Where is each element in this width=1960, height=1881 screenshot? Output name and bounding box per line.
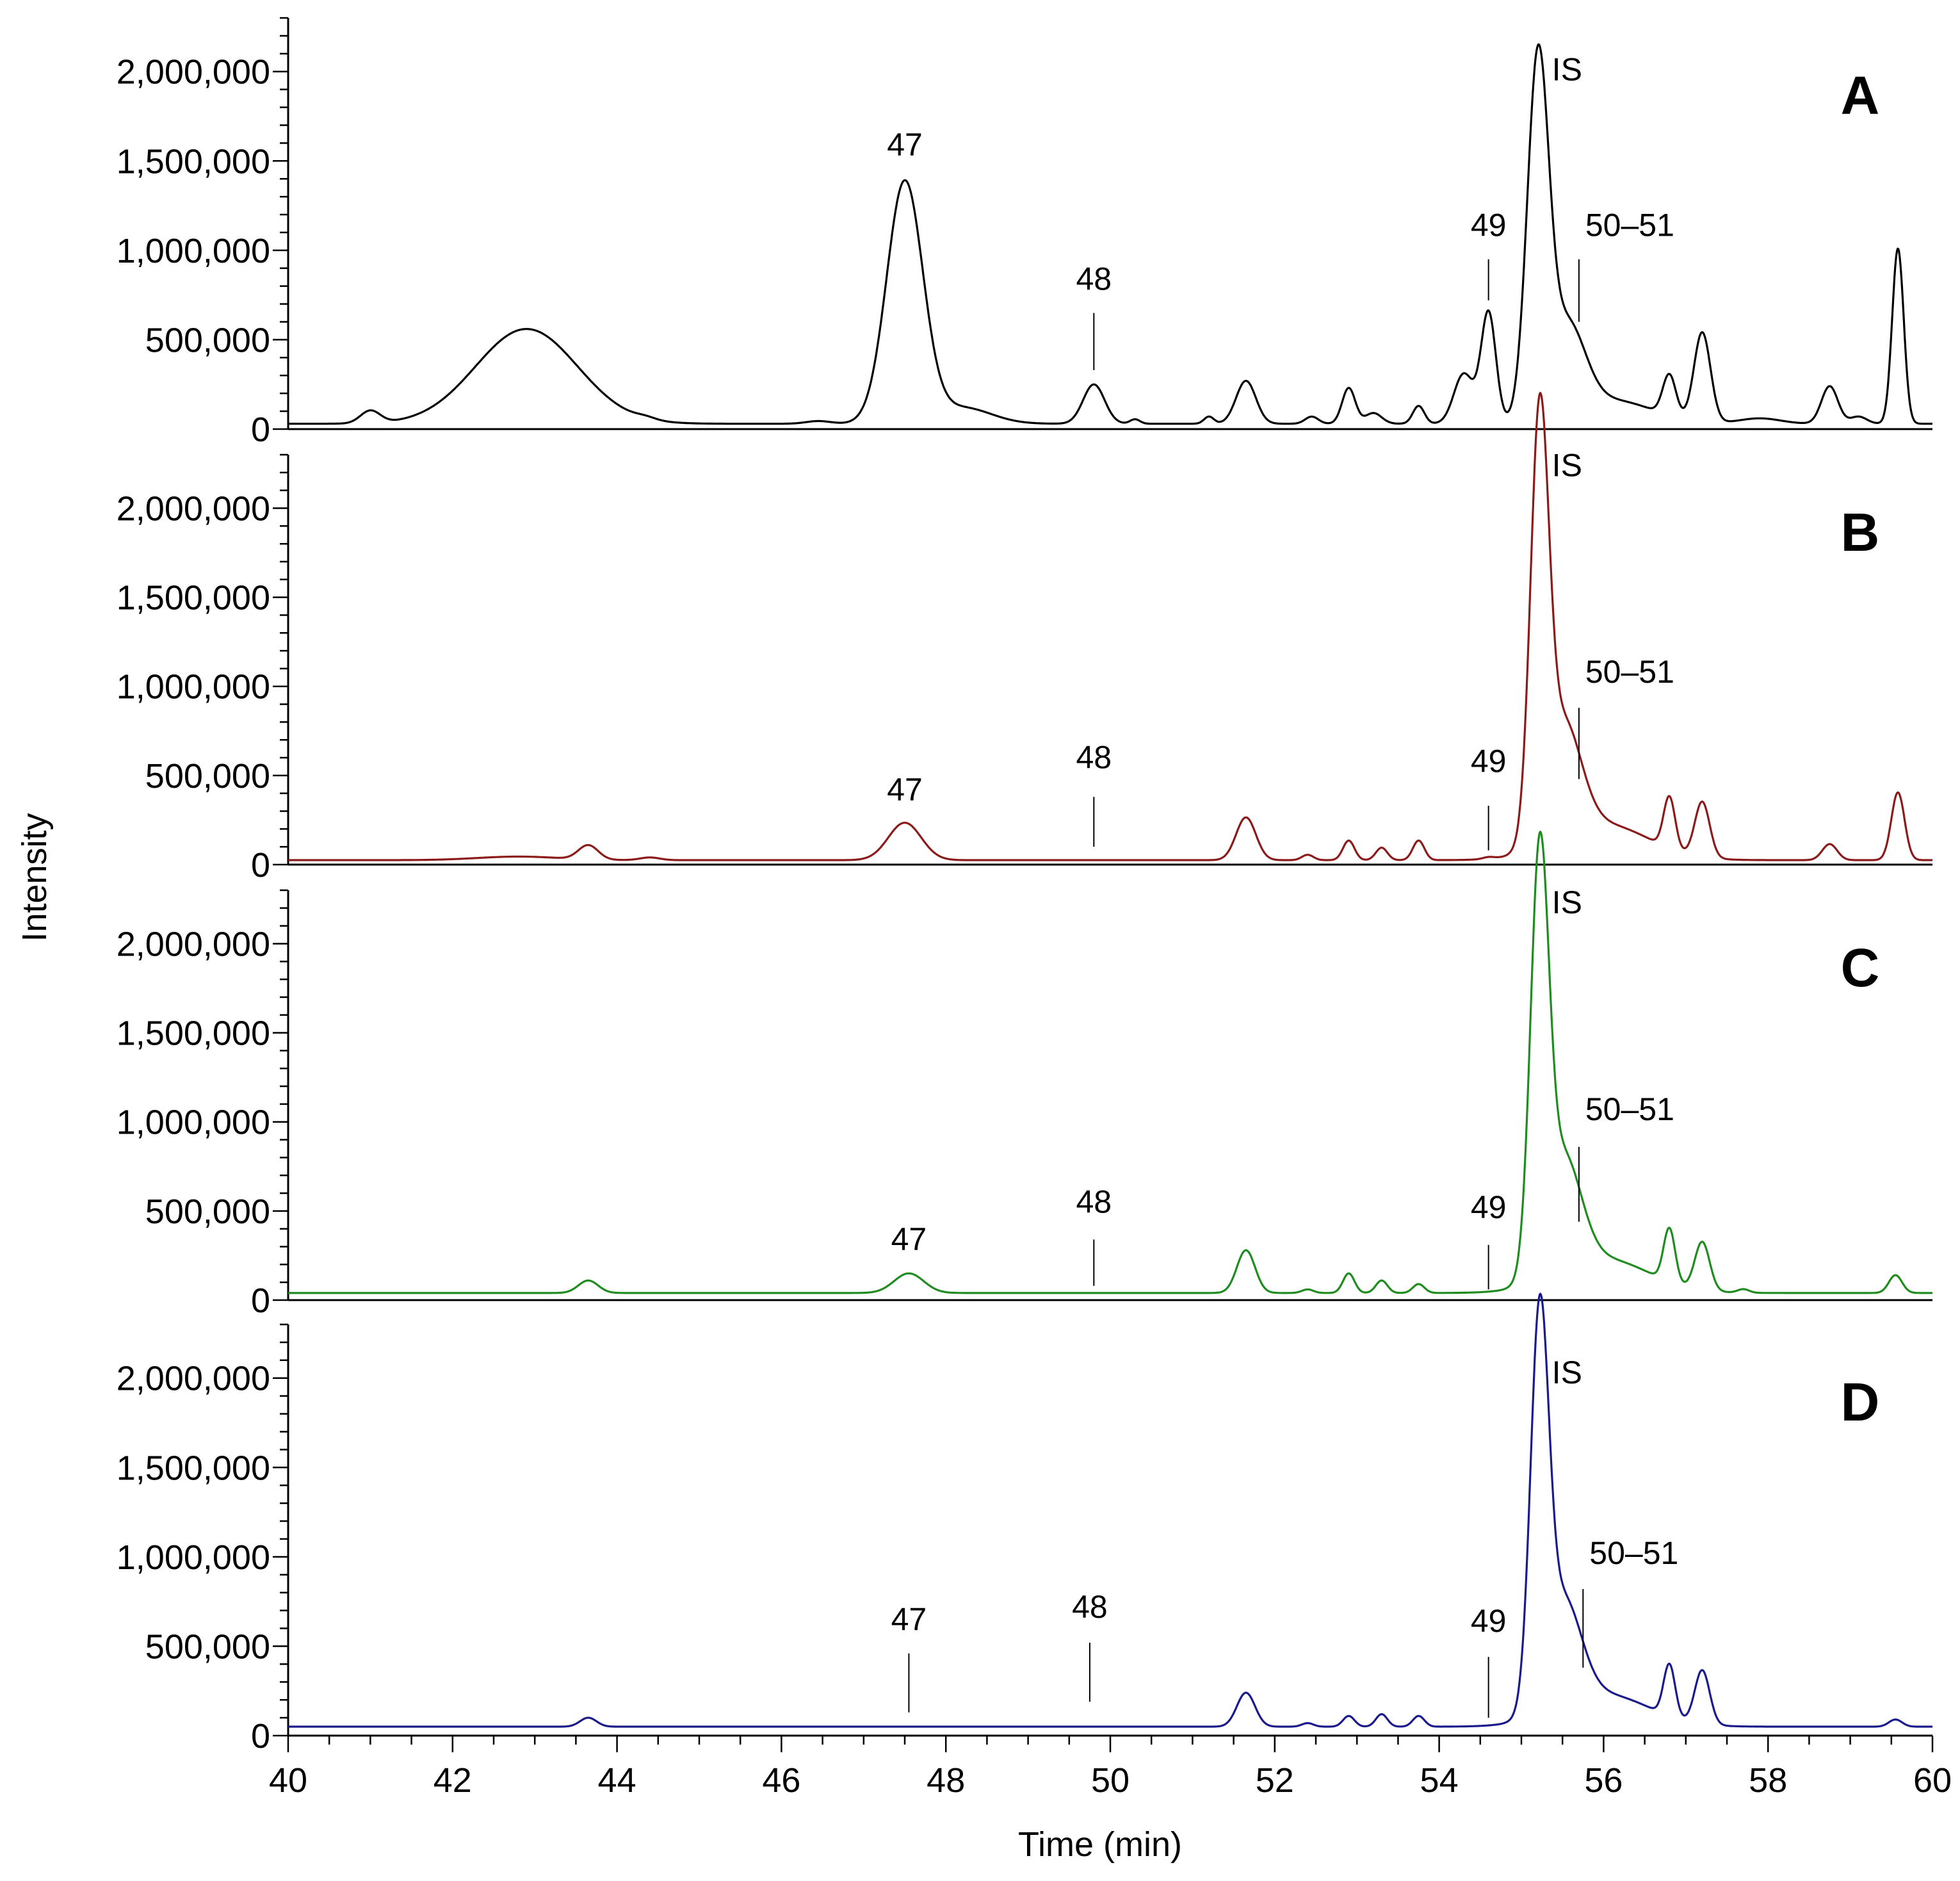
peak-annotation: 50–51 bbox=[1582, 1535, 1678, 1668]
peak-annotation: 48 bbox=[1076, 740, 1112, 847]
x-axis-title: Time (min) bbox=[1018, 1825, 1182, 1864]
panels-container: 0 500,000 1,000,000 1,500,000 2,000,000 A 47 48… bbox=[117, 17, 1933, 1755]
panel-d: 0 500,000 1,000,000 1,500,000 2,000,000 D 47 48… bbox=[117, 1292, 1933, 1755]
y-tick-label: 1,000,000 bbox=[117, 1103, 270, 1142]
y-tick-label: 0 bbox=[251, 411, 270, 449]
annotation-label: 50–51 bbox=[1585, 654, 1674, 690]
panel-b: 0 500,000 1,000,000 1,500,000 2,000,000 B 47 48… bbox=[117, 391, 1933, 884]
peak-annotation: 47 bbox=[891, 1601, 927, 1713]
annotation-label: 50–51 bbox=[1585, 1091, 1674, 1127]
annotation-label: IS bbox=[1552, 1355, 1582, 1390]
panel-letter: B bbox=[1841, 502, 1880, 562]
y-tick-label: 2,000,000 bbox=[117, 489, 270, 528]
panel-letter: C bbox=[1841, 938, 1880, 998]
x-tick-label: 44 bbox=[598, 1761, 636, 1800]
annotation-label: IS bbox=[1552, 884, 1582, 920]
x-tick-label: 56 bbox=[1584, 1761, 1623, 1800]
annotation-label: 47 bbox=[891, 1221, 927, 1257]
y-tick-label: 1,000,000 bbox=[117, 1538, 270, 1577]
peak-annotation: 48 bbox=[1076, 261, 1112, 370]
y-tick-label: 500,000 bbox=[145, 1627, 270, 1666]
peak-annotation: 47 bbox=[887, 772, 923, 808]
annotation-label: 49 bbox=[1471, 1603, 1507, 1639]
peak-annotation: 47 bbox=[891, 1221, 927, 1257]
x-tick-label: 48 bbox=[927, 1761, 965, 1800]
trace-line-b bbox=[288, 391, 1933, 861]
y-tick-label: 1,500,000 bbox=[117, 1449, 270, 1487]
peak-annotation: IS bbox=[1552, 1355, 1582, 1390]
peak-annotation: IS bbox=[1552, 884, 1582, 920]
x-axis: 40 42 44 46 48 50 52 54 56 58 60 bbox=[269, 1736, 1952, 1800]
x-tick-label: 58 bbox=[1749, 1761, 1787, 1800]
y-tick-label: 2,000,000 bbox=[117, 925, 270, 963]
y-tick-label: 0 bbox=[251, 846, 270, 884]
panel-c: 0 500,000 1,000,000 1,500,000 2,000,000 C 47 48… bbox=[117, 831, 1933, 1320]
x-tick-label: 54 bbox=[1420, 1761, 1459, 1800]
y-tick-label: 500,000 bbox=[145, 321, 270, 359]
y-axis-title: Intensity bbox=[15, 813, 54, 941]
peak-annotation: 49 bbox=[1471, 1603, 1507, 1718]
peak-annotation: IS bbox=[1552, 447, 1582, 483]
peak-annotation: 48 bbox=[1076, 1184, 1112, 1286]
y-tick-label: 0 bbox=[251, 1717, 270, 1755]
y-tick-label: 2,000,000 bbox=[117, 1360, 270, 1398]
annotation-label: 50–51 bbox=[1585, 208, 1674, 243]
peak-annotation: 49 bbox=[1471, 208, 1507, 301]
y-tick-label: 0 bbox=[251, 1282, 270, 1320]
panel-letter: D bbox=[1841, 1372, 1880, 1432]
annotation-label: 47 bbox=[887, 127, 923, 163]
trace-line-a bbox=[288, 43, 1933, 425]
peak-annotation: 50–51 bbox=[1578, 654, 1674, 779]
peak-annotation: 47 bbox=[887, 127, 923, 163]
y-tick-label: 1,500,000 bbox=[117, 1014, 270, 1053]
peak-annotation: 50–51 bbox=[1578, 208, 1674, 322]
peak-annotation: 48 bbox=[1072, 1589, 1108, 1702]
trace-line-d bbox=[288, 1292, 1933, 1728]
annotation-label: IS bbox=[1552, 52, 1582, 88]
annotation-label: 50–51 bbox=[1589, 1535, 1678, 1571]
peak-annotation: IS bbox=[1552, 52, 1582, 88]
annotation-label: 47 bbox=[891, 1601, 927, 1637]
panel-a: 0 500,000 1,000,000 1,500,000 2,000,000 A 47 48… bbox=[117, 17, 1933, 449]
x-tick-label: 40 bbox=[269, 1761, 307, 1800]
x-tick-label: 46 bbox=[762, 1761, 800, 1800]
y-tick-label: 500,000 bbox=[145, 1193, 270, 1231]
annotation-label: 47 bbox=[887, 772, 923, 808]
annotation-label: 48 bbox=[1076, 1184, 1112, 1220]
peak-annotation: 49 bbox=[1471, 743, 1507, 851]
peak-annotation: 49 bbox=[1471, 1189, 1507, 1290]
y-tick-label: 1,500,000 bbox=[117, 579, 270, 617]
annotation-label: 49 bbox=[1471, 1189, 1507, 1225]
x-tick-label: 52 bbox=[1256, 1761, 1294, 1800]
y-tick-label: 500,000 bbox=[145, 757, 270, 795]
annotation-label: 48 bbox=[1076, 261, 1112, 297]
y-tick-label: 1,000,000 bbox=[117, 232, 270, 270]
x-tick-label: 42 bbox=[433, 1761, 472, 1800]
annotation-label: 48 bbox=[1072, 1589, 1108, 1625]
peak-annotation: 50–51 bbox=[1578, 1091, 1674, 1222]
x-tick-label: 50 bbox=[1091, 1761, 1130, 1800]
annotation-label: 48 bbox=[1076, 740, 1112, 776]
y-tick-label: 1,000,000 bbox=[117, 668, 270, 706]
y-tick-label: 2,000,000 bbox=[117, 53, 270, 92]
annotation-label: 49 bbox=[1471, 208, 1507, 243]
panel-letter: A bbox=[1841, 65, 1880, 126]
y-tick-label: 1,500,000 bbox=[117, 142, 270, 181]
trace-line-c bbox=[288, 831, 1933, 1294]
x-tick-label: 60 bbox=[1913, 1761, 1952, 1800]
annotation-label: 49 bbox=[1471, 743, 1507, 779]
annotation-label: IS bbox=[1552, 447, 1582, 483]
